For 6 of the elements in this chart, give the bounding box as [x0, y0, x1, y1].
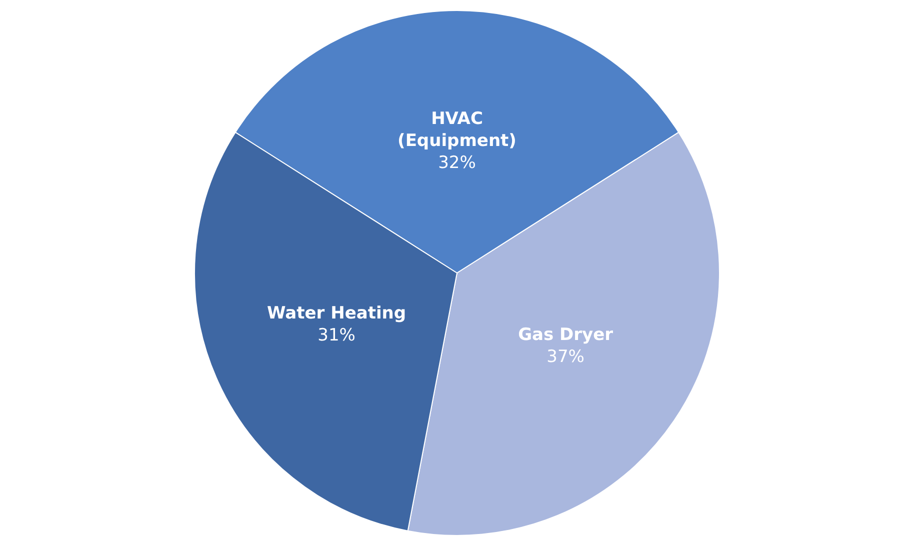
data-label: 31%: [318, 326, 356, 346]
data-label: 32%: [438, 153, 476, 174]
slice-label: Water Heating: [267, 304, 406, 324]
slice-label: HVAC (Equipment): [398, 109, 516, 152]
data-label: 37%: [546, 347, 584, 368]
slice-label: Gas Dryer: [518, 325, 614, 346]
